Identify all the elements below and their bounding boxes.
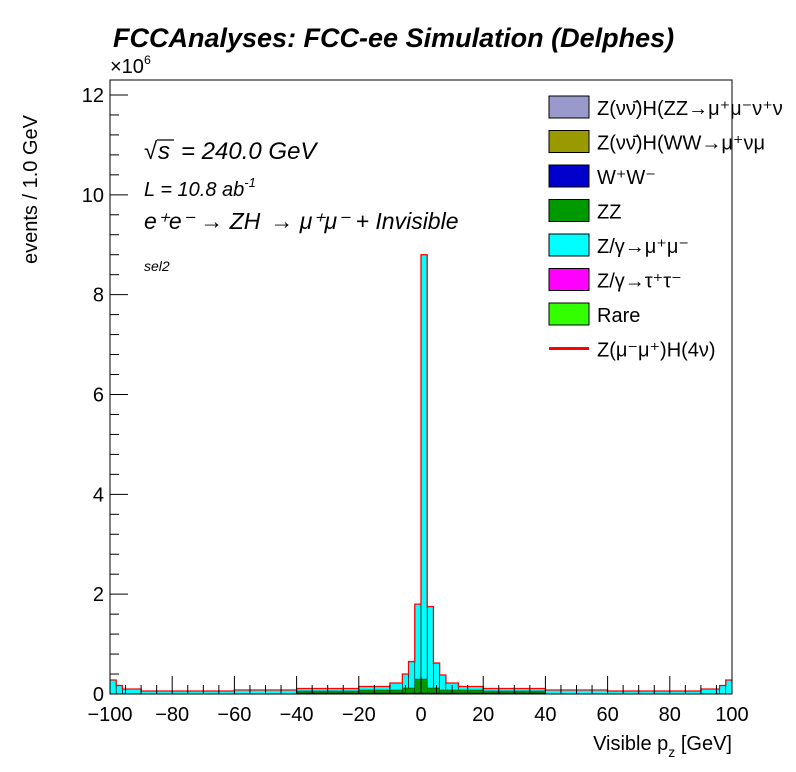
legend-swatch	[548, 233, 590, 257]
legend-swatch	[548, 95, 590, 119]
chart-title: FCCAnalyses: FCC-ee Simulation (Delphes)	[113, 23, 674, 53]
x-tick-label: −60	[217, 704, 251, 726]
y-tick-label: 6	[93, 384, 104, 406]
y-multiplier: ×106	[110, 53, 151, 78]
annotation-sqrt-s: √ s = 240.0 GeV	[144, 138, 318, 165]
x-tick-label: 80	[659, 704, 681, 726]
y-tick-label: 10	[82, 185, 104, 207]
legend-swatch	[548, 302, 590, 326]
lumi-text: L = 10.8 ab	[144, 179, 244, 201]
sqrt-symbol: √	[144, 138, 158, 165]
annotation-process: e⁺e⁻ → ZH → μ⁺μ⁻ + Invisible	[144, 208, 459, 234]
y-axis-label: events / 1.0 GeV	[20, 114, 42, 264]
y-tick-label: 0	[93, 684, 104, 706]
process-lhs: e⁺e⁻ → ZH	[144, 208, 261, 234]
lumi-exponent: -1	[244, 175, 256, 190]
y-tick-label: 8	[93, 285, 104, 307]
x-tick-label: 40	[534, 704, 556, 726]
legend-label: Z/γ→μ⁺μ⁻	[597, 236, 689, 258]
x-axis-label: Visible pz [GeV]	[593, 733, 732, 760]
legend-label: Z/γ→τ⁺τ⁻	[597, 271, 682, 293]
x-tick-label: −20	[342, 704, 376, 726]
x-tick-label: −80	[155, 704, 189, 726]
x-tick-label: −40	[280, 704, 314, 726]
y-tick-label: 4	[93, 484, 104, 506]
x-tick-label: 100	[715, 704, 748, 726]
x-tick-label: 0	[415, 704, 426, 726]
legend-label: W⁺W⁻	[597, 167, 656, 189]
x-tick-label: −100	[87, 704, 132, 726]
legend-swatch	[548, 268, 590, 291]
legend-label: ZZ	[597, 202, 621, 224]
process-rhs: → μ⁺μ⁻ + Invisible	[270, 208, 458, 234]
legend-label: Z(μ⁻μ⁺)H(4ν)	[597, 340, 716, 362]
legend-label: Z(νν̄)H(ZZ→μ⁺μ⁻ν⁺ν	[597, 98, 783, 120]
histogram-bin	[420, 254, 428, 695]
legend: Z(νν̄)H(ZZ→μ⁺μ⁻ν⁺ν Z(νν̄)H(WW→μ⁺νμ W⁺W⁻ ZZ Z…	[548, 95, 783, 362]
legend-swatch	[548, 164, 590, 188]
histogram-bin	[725, 679, 733, 695]
histogram-bin	[719, 685, 727, 695]
histogram-bin	[109, 679, 117, 695]
x-axis-ticks: −100 −80 −60 −40 −20 0 20 40 60 80 100	[87, 676, 749, 726]
annotation-lumi: L = 10.8 ab-1	[144, 175, 256, 201]
histogram-bin	[426, 606, 434, 695]
legend-label: Rare	[597, 305, 640, 327]
legend-swatch	[548, 130, 590, 153]
sqrt-s-var: s	[158, 138, 170, 165]
sqrt-s-value: = 240.0 GeV	[181, 138, 318, 165]
x-tick-label: 60	[596, 704, 618, 726]
annotation-selection: sel2	[144, 258, 170, 274]
x-tick-label: 20	[472, 704, 494, 726]
legend-label: Z(νν̄)H(WW→μ⁺νμ	[597, 133, 765, 155]
y-tick-label: 12	[82, 85, 104, 107]
legend-swatch	[548, 199, 590, 222]
y-tick-label: 2	[93, 584, 104, 606]
y-axis-ticks: 0 2 4 6 8 10 12	[82, 85, 128, 706]
histogram-bin	[115, 685, 123, 695]
